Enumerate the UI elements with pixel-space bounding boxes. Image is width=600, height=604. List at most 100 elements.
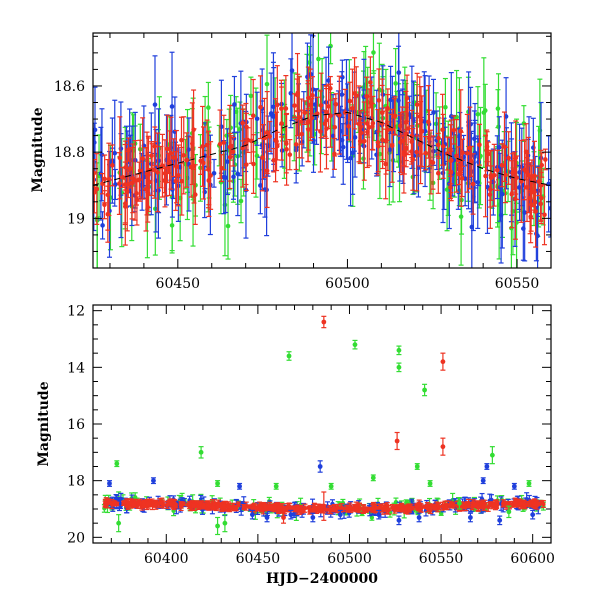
data-point: [436, 143, 441, 148]
data-point: [292, 103, 297, 108]
data-point: [404, 146, 409, 151]
data-point: [411, 157, 416, 162]
data-point: [371, 50, 376, 55]
top-data-points: [91, 12, 553, 282]
top-x-tick-label: 60450: [156, 276, 201, 292]
data-point: [152, 168, 157, 173]
top-y-tick-label: 18.6: [54, 79, 85, 95]
data-point: [239, 199, 244, 204]
data-point: [305, 75, 310, 80]
data-point: [260, 155, 265, 160]
data-point: [189, 165, 194, 170]
data-point: [414, 150, 419, 155]
data-point: [441, 144, 446, 149]
data-point: [299, 132, 304, 137]
data-point: [162, 178, 167, 183]
top-red-point: [228, 133, 233, 181]
data-point: [423, 151, 428, 156]
data-point: [153, 206, 158, 211]
data-point: [193, 192, 198, 197]
data-point: [506, 156, 511, 161]
data-point: [128, 166, 133, 171]
top-y-tick-label: 19: [67, 211, 85, 227]
data-point: [377, 98, 382, 103]
data-point: [496, 106, 501, 111]
data-point: [149, 153, 154, 158]
data-point: [284, 106, 289, 111]
data-point: [118, 156, 123, 161]
data-point: [126, 147, 131, 152]
data-point: [140, 156, 145, 161]
data-point: [452, 128, 457, 133]
data-point: [476, 160, 481, 165]
data-point: [483, 174, 488, 179]
data-point: [509, 192, 514, 197]
data-point: [279, 106, 284, 111]
data-point: [275, 103, 280, 108]
data-point: [288, 152, 293, 157]
data-point: [471, 182, 476, 187]
data-point: [251, 113, 256, 118]
data-point: [294, 142, 299, 147]
data-point: [502, 144, 507, 149]
data-point: [390, 143, 395, 148]
top-green-point: [253, 88, 258, 197]
data-point: [235, 172, 240, 177]
data-point: [267, 134, 272, 139]
top-y-tick-label: 18.8: [54, 145, 85, 161]
data-point: [174, 164, 179, 169]
data-point: [543, 157, 548, 162]
data-point: [332, 152, 337, 157]
data-point: [460, 176, 465, 181]
data-point: [251, 162, 256, 167]
data-point: [449, 158, 454, 163]
data-point: [459, 167, 464, 172]
data-point: [427, 136, 432, 141]
data-point: [173, 179, 178, 184]
data-point: [258, 105, 263, 110]
data-point: [524, 149, 529, 154]
data-point: [332, 125, 337, 130]
data-point: [348, 99, 353, 104]
bottom-data-points: [102, 316, 546, 534]
data-point: [138, 168, 143, 173]
data-point: [240, 121, 245, 126]
data-point: [483, 108, 488, 113]
data-point: [475, 180, 480, 185]
data-point: [249, 94, 254, 99]
data-point: [326, 104, 331, 109]
data-point: [380, 110, 385, 115]
data-point: [201, 161, 206, 166]
data-point: [228, 155, 233, 160]
top-blue-point: [255, 92, 260, 145]
top-red-point: [333, 94, 338, 115]
data-point: [200, 144, 205, 149]
data-point: [184, 158, 189, 163]
data-point: [405, 96, 410, 101]
data-point: [165, 147, 170, 152]
data-point: [341, 145, 346, 150]
top-x-tick-label: 60550: [495, 276, 540, 292]
data-point: [470, 225, 475, 230]
data-point: [318, 129, 323, 134]
data-point: [218, 142, 223, 147]
data-point: [350, 106, 355, 111]
data-point: [295, 91, 300, 96]
data-point: [269, 111, 274, 116]
data-point: [153, 102, 158, 107]
data-point: [120, 175, 125, 180]
data-point: [265, 82, 270, 87]
data-point: [386, 127, 391, 132]
data-point: [219, 180, 224, 185]
data-point: [346, 124, 351, 129]
data-point: [275, 144, 280, 149]
top-y-axis-label: Magnitude: [30, 107, 46, 192]
data-point: [224, 133, 229, 138]
data-point: [110, 163, 115, 168]
data-point: [171, 155, 176, 160]
data-point: [531, 190, 536, 195]
data-point: [534, 231, 539, 236]
